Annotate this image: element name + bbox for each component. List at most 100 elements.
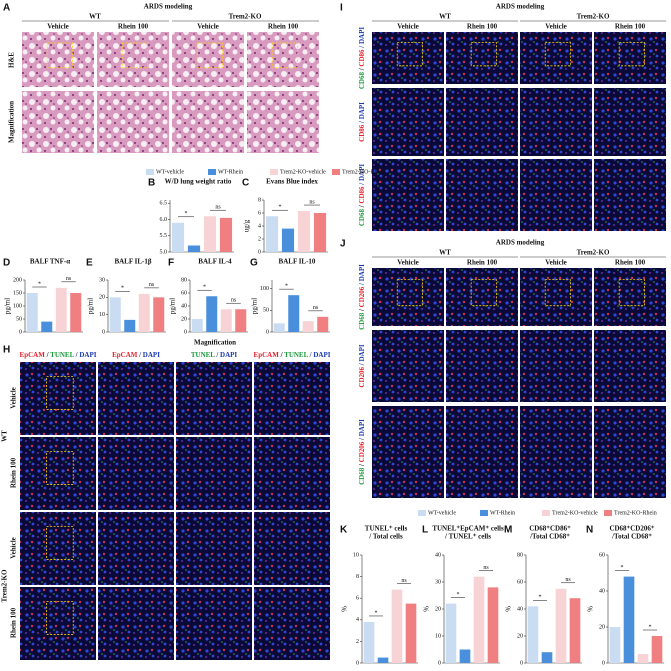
legend-label: Trem2-KO-Rhein xyxy=(614,510,657,516)
zoom-box xyxy=(46,526,74,560)
panel-letter: G xyxy=(250,258,258,269)
y-tick-label: 5.0 xyxy=(160,249,168,255)
zoom-box xyxy=(544,279,571,307)
group-label: Trem2-KO xyxy=(229,13,262,21)
group-label: WT xyxy=(1,430,9,442)
micrograph xyxy=(594,159,666,231)
chart-title: CD68⁺CD86⁺ xyxy=(529,525,571,533)
panel-letter: B xyxy=(148,178,155,189)
significance-label: * xyxy=(121,286,124,292)
micrograph xyxy=(22,32,94,87)
group-label: WT xyxy=(439,13,451,21)
label-part: / DAPI xyxy=(358,27,366,50)
panel-letter: L xyxy=(422,525,428,536)
bar xyxy=(41,321,53,332)
legend-swatch xyxy=(332,169,340,175)
column-label: Vehicle xyxy=(545,23,567,31)
bar xyxy=(55,287,67,332)
chart-title: / Total cells xyxy=(368,533,403,541)
label-part: / xyxy=(358,67,366,72)
significance-label: * xyxy=(285,284,288,290)
row-label: CD68 / CD86 / DAPI xyxy=(358,164,366,227)
zoom-box xyxy=(618,279,645,307)
bar xyxy=(317,316,329,332)
group-label: WT xyxy=(89,13,101,21)
micrograph xyxy=(372,88,444,156)
bar xyxy=(124,319,136,332)
micrograph xyxy=(594,268,666,326)
legend-swatch xyxy=(418,510,426,516)
panel-title: ARDS modeling xyxy=(496,3,545,11)
bar xyxy=(70,293,82,332)
legend-swatch xyxy=(604,510,612,516)
legend-label: WT-vehicle xyxy=(156,169,184,175)
label-part: / xyxy=(358,307,366,312)
zoom-box xyxy=(46,601,74,635)
chart-title: W/D lung weight ratio xyxy=(165,178,232,186)
micrograph xyxy=(20,587,96,660)
micrograph xyxy=(176,512,252,585)
panel-letter: I xyxy=(340,3,343,14)
significance-label: * xyxy=(279,205,282,211)
y-tick-label: 60 xyxy=(599,552,605,558)
micrograph xyxy=(98,362,174,435)
bar xyxy=(288,295,300,332)
y-tick-label: 0 xyxy=(602,660,605,666)
significance-label: ns xyxy=(66,276,72,282)
micrograph xyxy=(247,91,319,153)
label-part: CD86 xyxy=(358,49,366,67)
label-part: / DAPI xyxy=(74,351,97,359)
label-part: CD206 xyxy=(358,366,366,387)
panel-letter: K xyxy=(340,525,348,536)
micrograph xyxy=(98,587,174,660)
micrograph xyxy=(594,406,666,498)
chart-title: Evans Blue index xyxy=(266,178,318,186)
significance-label: ns xyxy=(565,577,571,583)
legend-swatch xyxy=(480,510,488,516)
chart-title: /Total CD68⁺ xyxy=(529,533,570,541)
micrograph xyxy=(520,268,592,326)
zoom-box xyxy=(46,451,74,485)
micrograph xyxy=(98,437,174,510)
y-tick-label: 10 xyxy=(99,312,105,318)
column-label: Rhein 100 xyxy=(118,23,149,31)
row-label: Vehicle xyxy=(10,537,18,559)
bar xyxy=(219,217,233,252)
y-tick-label: 0 xyxy=(258,249,261,255)
row-label: Vehicle xyxy=(10,387,18,409)
micrograph xyxy=(247,32,319,87)
column-label: Rhein 100 xyxy=(467,259,498,267)
significance-label: * xyxy=(185,211,188,217)
panel-letter: N xyxy=(586,525,593,536)
significance-label: ns xyxy=(149,282,155,288)
y-tick-label: 30 xyxy=(435,579,441,585)
y-tick-label: 4 xyxy=(356,617,359,623)
panel-letter: A xyxy=(3,3,10,14)
bar xyxy=(302,321,314,332)
micrograph xyxy=(176,362,252,435)
zoom-box xyxy=(396,279,423,307)
micrograph xyxy=(594,330,666,402)
micrograph xyxy=(520,159,592,231)
legend-swatch xyxy=(270,169,278,175)
y-tick-label: 100 xyxy=(260,286,269,292)
label-part: TUNEL xyxy=(50,351,74,359)
micrograph xyxy=(97,32,169,87)
legend-swatch xyxy=(208,169,216,175)
row-label: CD68 / CD206 / DAPI xyxy=(358,419,366,485)
significance-label: * xyxy=(203,285,206,291)
micrograph xyxy=(254,437,330,510)
bar xyxy=(26,293,38,332)
y-tick-label: 0 xyxy=(520,660,523,666)
micrograph xyxy=(446,88,518,156)
chart-title: BALF TNF-α xyxy=(30,258,70,266)
y-tick-label: 200 xyxy=(13,277,22,283)
column-label: EpCAM / TUNEL / DAPI xyxy=(20,351,97,359)
chart-title: / TUNEL⁺ cells xyxy=(444,533,491,541)
bar xyxy=(171,222,185,252)
chart-title: CD68⁺CD206⁺ xyxy=(609,525,654,533)
y-tick-label: 80 xyxy=(181,277,187,283)
y-tick-label: 0 xyxy=(19,329,22,335)
label-part: CD68 xyxy=(358,312,366,330)
significance-label: ns xyxy=(231,298,237,304)
